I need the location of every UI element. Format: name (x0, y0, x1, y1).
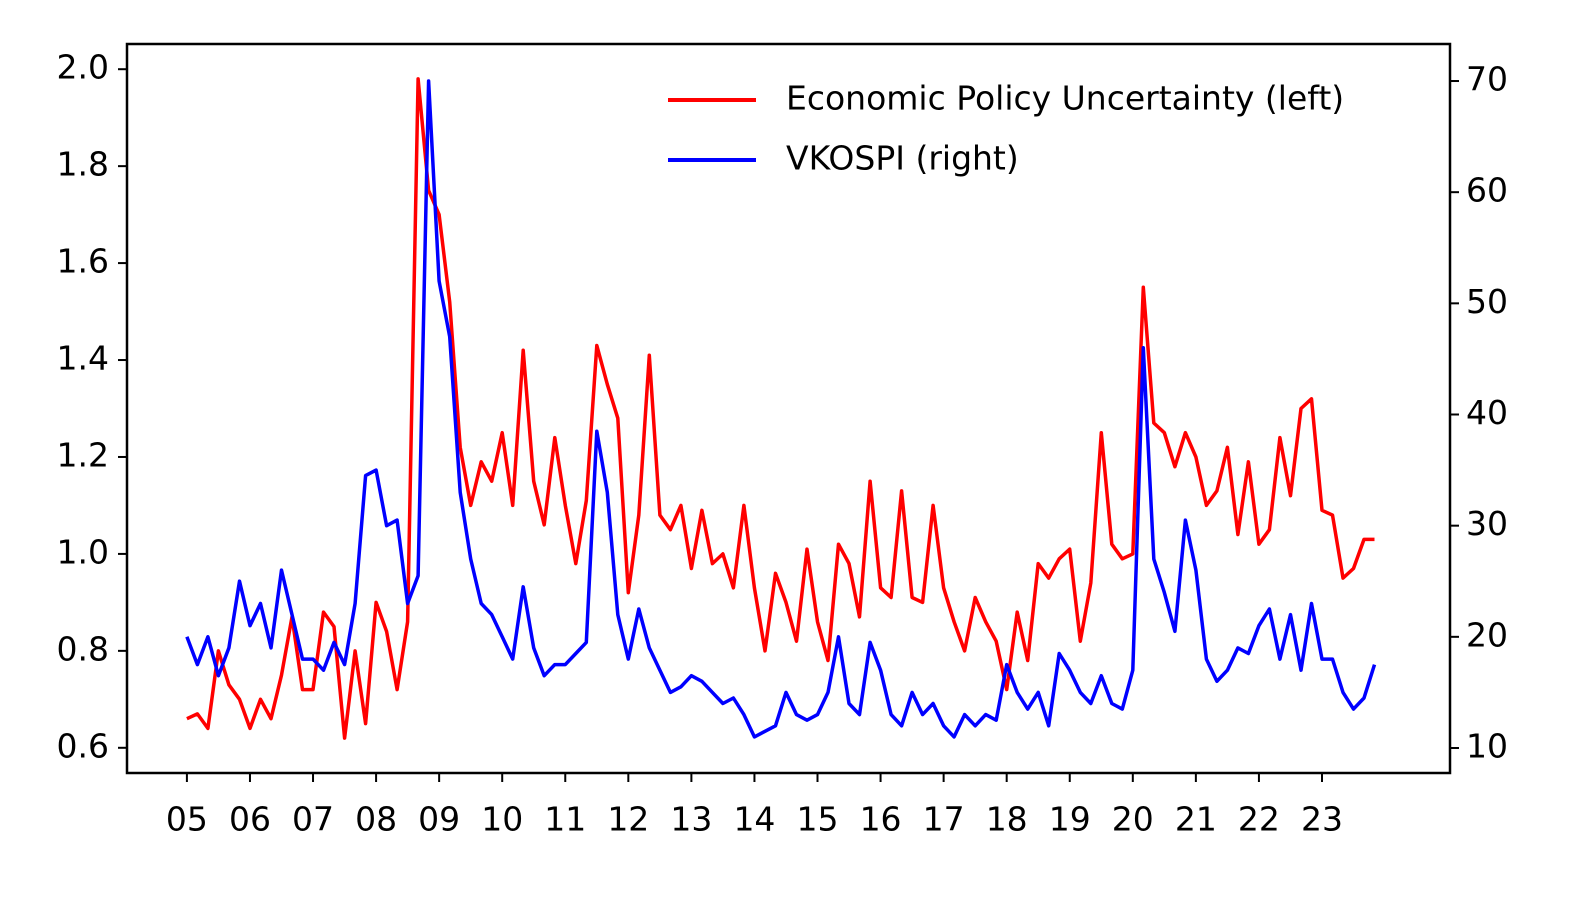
x-tick-label: 21 (1175, 800, 1217, 839)
x-tick-label: 12 (607, 800, 649, 839)
y-tick-label: 2.0 (57, 48, 109, 87)
x-tick-label: 06 (229, 800, 271, 839)
x-tick-label: 23 (1301, 800, 1343, 839)
y-tick-label: 1.4 (57, 339, 109, 378)
plot-frame (125, 42, 1452, 775)
y-tick-label: 0.6 (57, 726, 109, 765)
y2-tick-label: 30 (1466, 504, 1508, 543)
y2-tick-label: 20 (1466, 615, 1508, 654)
y-tick-label: 1.2 (57, 435, 109, 474)
y-tick-label: 1.8 (57, 145, 109, 184)
y-tick-label: 1.0 (57, 532, 109, 571)
x-tick-label: 18 (986, 800, 1028, 839)
x-tick-label: 14 (733, 800, 775, 839)
series-line (185, 79, 1377, 739)
x-tick-label: 11 (544, 800, 586, 839)
x-tick-label: 07 (292, 800, 334, 839)
x-tick-label: 22 (1238, 800, 1280, 839)
x-tick-label: 08 (355, 800, 397, 839)
y-tick-label: 0.8 (57, 629, 109, 668)
x-tick-label: 20 (1112, 800, 1154, 839)
legend-label: Economic Policy Uncertainty (left) (786, 79, 1344, 118)
y2-tick-label: 70 (1466, 60, 1508, 99)
x-tick-label: 15 (797, 800, 839, 839)
y-tick-label: 1.6 (57, 242, 109, 281)
x-tick-label: 19 (1049, 800, 1091, 839)
x-tick-label: 09 (418, 800, 460, 839)
y2-tick-label: 40 (1466, 393, 1508, 432)
x-tick-label: 05 (166, 800, 208, 839)
legend-label: VKOSPI (right) (786, 139, 1019, 178)
y2-tick-label: 10 (1466, 726, 1508, 765)
x-tick-label: 16 (860, 800, 902, 839)
x-tick-label: 13 (670, 800, 712, 839)
x-tick-label: 10 (481, 800, 523, 839)
y2-tick-label: 50 (1466, 282, 1508, 321)
series-line (186, 77, 1375, 740)
x-tick-label: 17 (923, 800, 965, 839)
y2-tick-label: 60 (1466, 171, 1508, 210)
